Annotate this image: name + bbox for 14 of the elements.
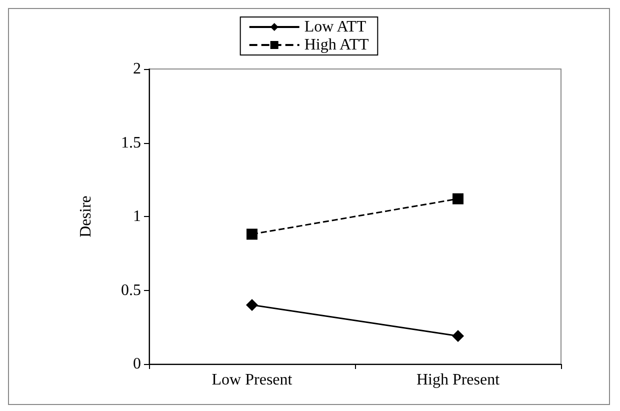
- point: [246, 228, 258, 240]
- x-tick-label: High Present: [416, 372, 500, 388]
- y-tick-label: 1: [133, 208, 141, 225]
- y-tick-label: 1.5: [121, 134, 141, 152]
- legend-label: Low ATT: [304, 18, 366, 36]
- point: [452, 330, 464, 342]
- y-axis-title: Desire: [78, 196, 94, 238]
- point: [246, 299, 258, 311]
- point: [452, 193, 464, 204]
- x-tick-label: Low Present: [212, 372, 293, 388]
- y-tick-label: 0.5: [121, 282, 141, 299]
- y-tick-label: 2: [133, 60, 141, 78]
- legend-label: High ATT: [304, 36, 370, 54]
- y-tick-label: 0: [133, 356, 141, 372]
